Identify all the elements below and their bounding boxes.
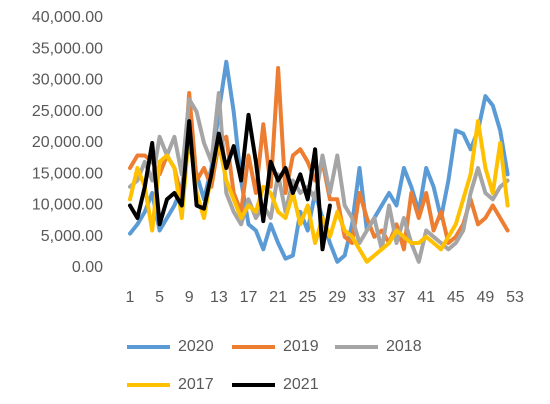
- legend-label: 2019: [283, 338, 319, 355]
- x-tick-label: 49: [476, 289, 494, 306]
- x-tick-label: 17: [240, 289, 258, 306]
- legend-label: 2017: [178, 376, 214, 393]
- y-tick-label: 5,000.00: [41, 228, 103, 245]
- legend-label: 2021: [283, 376, 319, 393]
- x-tick-label: 21: [269, 289, 287, 306]
- y-tick-label: 20,000.00: [32, 134, 103, 151]
- y-tick-label: 35,000.00: [32, 40, 103, 57]
- x-tick-label: 41: [417, 289, 435, 306]
- x-tick-label: 33: [358, 289, 376, 306]
- y-tick-label: 30,000.00: [32, 72, 103, 89]
- x-tick-label: 45: [447, 289, 465, 306]
- x-tick-label: 37: [388, 289, 406, 306]
- legend-label: 2018: [386, 338, 422, 355]
- series-line: [128, 112, 332, 252]
- y-tick-label: 15,000.00: [32, 165, 103, 182]
- x-tick-label: 5: [155, 289, 164, 306]
- legend-label: 2020: [178, 338, 214, 355]
- x-tick-label: 25: [299, 289, 317, 306]
- y-tick-label: 0.00: [72, 259, 103, 276]
- x-tick-label: 53: [506, 289, 524, 306]
- x-tick-label: 9: [185, 289, 194, 306]
- y-tick-label: 40,000.00: [32, 9, 103, 26]
- x-tick-label: 29: [328, 289, 346, 306]
- y-tick-label: 10,000.00: [32, 197, 103, 214]
- y-tick-label: 25,000.00: [32, 103, 103, 120]
- x-tick-label: 1: [126, 289, 135, 306]
- x-tick-label: 13: [210, 289, 228, 306]
